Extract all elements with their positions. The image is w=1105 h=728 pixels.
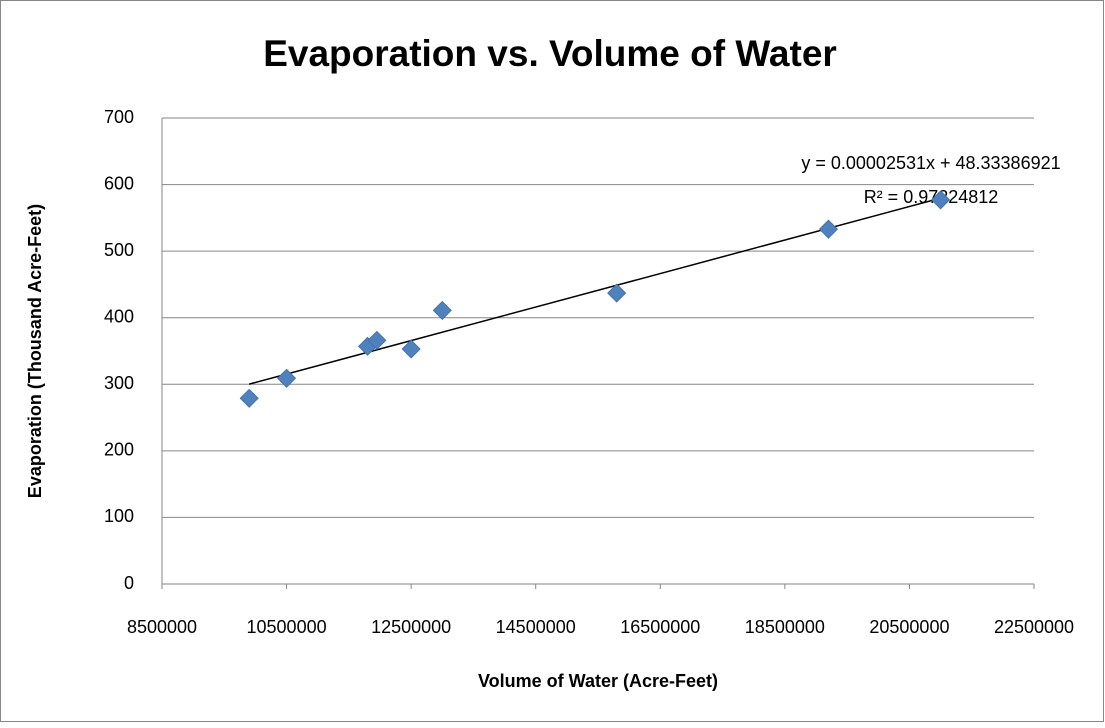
y-tick-label: 300	[104, 373, 134, 393]
x-tick-label: 20500000	[869, 617, 949, 637]
y-tick-label: 400	[104, 306, 134, 326]
y-tick-label: 700	[104, 107, 134, 127]
point	[367, 330, 387, 350]
r-squared: R² = 0.97224812	[864, 187, 999, 207]
point	[277, 368, 297, 388]
point	[931, 190, 951, 210]
x-tick-label: 12500000	[371, 617, 451, 637]
x-tick-label: 8500000	[127, 617, 197, 637]
y-tick-label: 100	[104, 506, 134, 526]
point	[239, 388, 259, 408]
y-axis-label: Evaporation (Thousand Acre-Feet)	[25, 204, 45, 498]
point	[607, 283, 627, 303]
point	[818, 219, 839, 239]
x-axis-label: Volume of Water (Acre-Feet)	[478, 671, 718, 691]
y-tick-label: 500	[104, 240, 134, 260]
x-tick-label: 18500000	[745, 617, 825, 637]
x-tick-label: 22500000	[994, 617, 1074, 637]
point	[432, 300, 452, 320]
y-tick-label: 0	[124, 573, 134, 593]
x-tick-label: 14500000	[496, 617, 576, 637]
x-tick-label: 10500000	[247, 617, 327, 637]
x-tick-label: 16500000	[620, 617, 700, 637]
y-tick-label: 600	[104, 173, 134, 193]
point	[401, 339, 421, 359]
chart-title: Evaporation vs. Volume of Water	[263, 33, 837, 74]
trendline-equation: y = 0.00002531x + 48.33386921	[801, 153, 1060, 173]
y-tick-label: 200	[104, 440, 134, 460]
